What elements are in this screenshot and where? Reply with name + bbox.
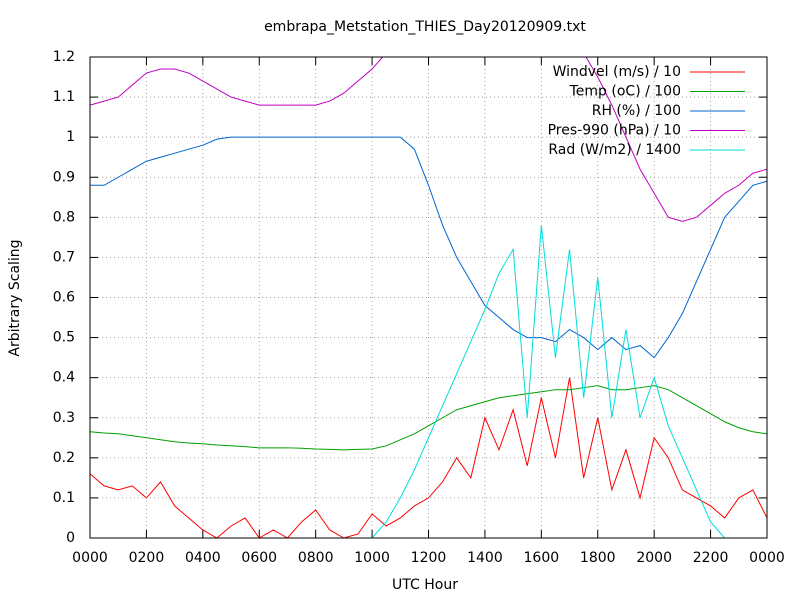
x-tick-label: 0600: [241, 550, 277, 566]
x-tick-label: 0200: [129, 550, 165, 566]
legend-label: RH (%) / 100: [592, 103, 681, 119]
legend-label: Temp (oC) / 100: [569, 84, 681, 100]
x-tick-label: 1200: [411, 550, 447, 566]
legend-label: Pres-990 (hPa) / 10: [548, 123, 681, 139]
y-tick-label: 0.4: [53, 370, 75, 386]
x-tick-label: 0400: [185, 550, 221, 566]
x-tick-label: 2200: [693, 550, 729, 566]
plot-border: [89, 56, 768, 539]
x-tick-label: 1000: [354, 550, 390, 566]
y-tick-label: 1.2: [53, 49, 75, 65]
y-tick-label: 0.2: [53, 450, 75, 466]
y-tick-label: 0.8: [53, 209, 75, 225]
plot-area: [90, 57, 767, 538]
legend-label: Windvel (m/s) / 10: [553, 64, 681, 80]
x-tick-label: 0000: [72, 550, 108, 566]
y-tick-label: 0.1: [53, 490, 75, 506]
x-tick-label: 1800: [580, 550, 616, 566]
y-tick-label: 0.7: [53, 249, 75, 265]
series-line: [90, 377, 767, 538]
chart-title: embrapa_Metstation_THIES_Day20120909.txt: [264, 19, 586, 35]
series-line: [90, 136, 767, 359]
y-tick-label: 0.3: [53, 410, 75, 426]
y-tick-label: 1.1: [53, 89, 75, 105]
y-tick-label: 0: [66, 530, 75, 546]
x-tick-label: 0800: [298, 550, 334, 566]
series-line: [90, 385, 767, 451]
series-line: [90, 57, 767, 222]
y-tick-label: 0.6: [53, 290, 75, 306]
legend-label: Rad (W/m2) / 1400: [548, 142, 681, 158]
x-axis-label: UTC Hour: [392, 577, 458, 593]
y-tick-label: 0.5: [53, 330, 75, 346]
y-tick-label: 0.9: [53, 169, 75, 185]
legend: Windvel (m/s) / 10 Temp (oC) / 100 RH (%) …: [548, 64, 745, 158]
x-tick-label: 0000: [749, 550, 785, 566]
y-tick-label: 1: [66, 129, 75, 145]
x-tick-label: 1600: [524, 550, 560, 566]
y-axis-label: Arbitrary Scaling: [7, 239, 23, 356]
x-tick-label: 2000: [636, 550, 672, 566]
series-line: [90, 225, 767, 538]
x-tick-label: 1400: [467, 550, 503, 566]
